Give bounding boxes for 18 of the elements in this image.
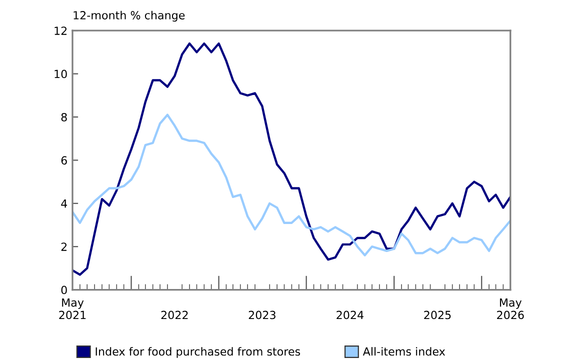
y-tick-label: 2 — [61, 242, 67, 251]
line-series — [72, 42, 510, 276]
legend-label: Index for food purchased from stores — [96, 347, 300, 358]
y-tick-label: 10 — [54, 70, 67, 78]
y-tick-label: 6 — [61, 156, 67, 165]
x-tick-label: May 2021 — [59, 298, 86, 320]
x-tick-label: 2023 — [248, 310, 276, 320]
line-series — [72, 114, 510, 256]
y-axis-title: 12-month % change — [74, 10, 185, 22]
x-tick-label: 2022 — [161, 310, 188, 320]
legend-label: All-items index — [362, 347, 446, 356]
x-tick-label: May 2026 — [497, 298, 524, 320]
y-tick-label: 8 — [61, 112, 67, 122]
y-tick-label: 0 — [61, 286, 67, 294]
y-tick-label: 4 — [61, 200, 68, 208]
x-tick-label: 2024 — [336, 310, 364, 320]
y-tick-label: 12 — [54, 26, 67, 35]
x-tick-label: 2025 — [424, 310, 451, 320]
